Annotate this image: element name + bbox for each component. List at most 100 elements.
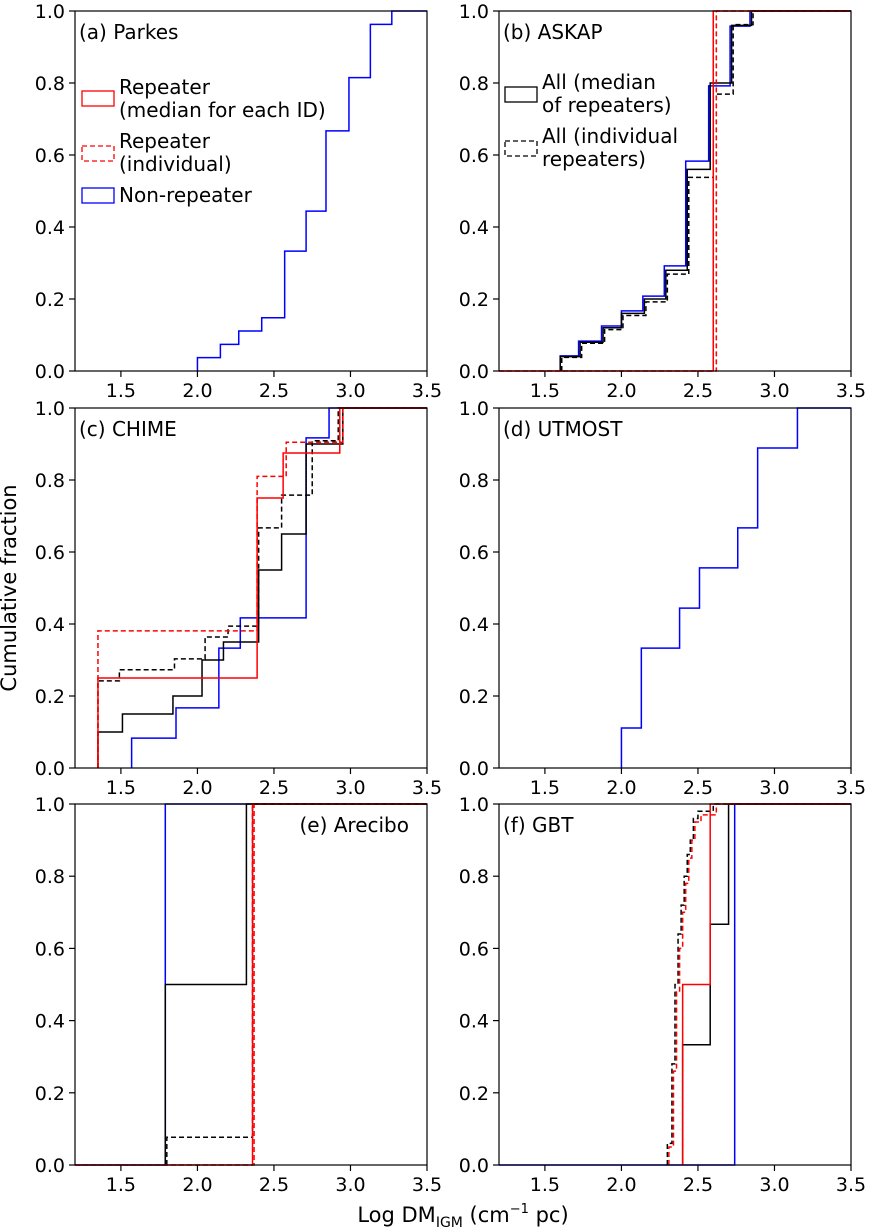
axes-frame-b (498, 10, 852, 372)
x-axis-label: Log DMIGM (cm−1 pc) (357, 1202, 568, 1231)
x-tick-label: 2.0 (182, 1174, 212, 1196)
legend-swatch-non-repeater (81, 187, 115, 204)
x-tick-label: 3.5 (836, 1174, 866, 1196)
series-line-e-0 (75, 803, 427, 1166)
series-group-e (75, 803, 427, 1166)
series-line-b-0 (559, 10, 851, 371)
x-tick-label: 2.5 (259, 777, 289, 799)
legend-label-repeater-median-line1: Repeater (119, 75, 211, 99)
x-tick-label: 2.5 (683, 1174, 713, 1196)
series-group-b (499, 10, 851, 372)
panel-title-d: (d) UTMOST (503, 417, 623, 441)
y-tick-label: 0.2 (459, 686, 489, 708)
y-tick-label: 0.4 (459, 217, 489, 239)
y-tick-label: 1.0 (459, 794, 489, 816)
y-tick-label: 0.8 (35, 470, 65, 492)
series-line-c-4 (97, 407, 427, 768)
series-line-a-0 (196, 10, 427, 371)
x-tick-label: 2.5 (683, 380, 713, 402)
y-tick-label: 0.6 (459, 938, 489, 960)
panel-title-f: (f) GBT (503, 813, 574, 837)
series-line-c-0 (130, 407, 427, 768)
y-tick-label: 0.6 (35, 938, 65, 960)
legend-swatch-all-individual (504, 140, 538, 157)
x-tick-label: 3.5 (412, 380, 442, 402)
panel-c: 1.5 2.0 2.5 3.0 3.5 0.0 0.2 0.4 0.6 0.8 1.0 (c) CHI… (35, 398, 442, 799)
series-line-b-1 (559, 10, 851, 371)
x-tick-label: 1.5 (106, 380, 136, 402)
axes-frame-e (74, 803, 428, 1166)
x-tick-label: 1.5 (106, 777, 136, 799)
y-tick-label: 0.8 (35, 866, 65, 888)
panel-title-a: (a) Parkes (79, 20, 178, 44)
series-line-f-4 (668, 803, 851, 1165)
series-line-e-4 (75, 803, 427, 1166)
x-tick-label: 1.5 (530, 380, 560, 402)
y-tick-label: 0.2 (35, 289, 65, 311)
y-tick-label: 0.0 (35, 361, 65, 383)
series-line-c-2 (97, 407, 427, 768)
axes-frame-c (74, 407, 428, 769)
x-tick-label: 2.0 (606, 380, 636, 402)
x-tick-label: 3.5 (836, 777, 866, 799)
y-tick-label: 0.2 (35, 686, 65, 708)
legend-label-all-median-line1: All (median (542, 70, 656, 94)
series-line-b-3 (499, 10, 851, 372)
legend-a: Repeater (median for each ID) Repeater (… (81, 75, 326, 207)
x-tick-label: 2.0 (182, 777, 212, 799)
x-tick-label: 1.5 (106, 1174, 136, 1196)
panel-title-e: (e) Arecibo (299, 813, 409, 837)
y-tick-label: 0.0 (459, 758, 489, 780)
legend-label-repeater-median-line2: (median for each ID) (119, 98, 326, 122)
series-line-c-3 (97, 407, 427, 768)
series-line-b-4 (499, 10, 851, 372)
legend-swatch-repeater-median (81, 90, 115, 107)
y-tick-label: 0.8 (459, 866, 489, 888)
x-tick-label: 3.0 (759, 1174, 789, 1196)
legend-swatch-all-median (504, 86, 538, 103)
series-line-e-3 (75, 803, 427, 1166)
x-tick-label: 3.0 (759, 777, 789, 799)
x-tick-label: 2.0 (606, 1174, 636, 1196)
legend-label-all-individual-line1: All (individual (542, 124, 678, 148)
y-tick-label: 0.6 (459, 145, 489, 167)
legend-label-repeater-individual-line2: (individual) (119, 152, 232, 176)
legend-label-all-individual-line2: repeaters) (542, 147, 646, 171)
y-tick-label: 0.4 (459, 1011, 489, 1033)
y-tick-label: 0.6 (35, 542, 65, 564)
x-tick-label: 2.0 (182, 380, 212, 402)
legend-label-all-median-line2: of repeaters) (542, 93, 672, 117)
series-line-f-3 (681, 803, 851, 1165)
y-tick-label: 0.4 (459, 614, 489, 636)
series-group-a (196, 10, 427, 371)
y-tick-label: 0.6 (35, 145, 65, 167)
y-tick-label: 0.6 (459, 542, 489, 564)
y-tick-label: 0.2 (459, 1083, 489, 1105)
legend-swatch-repeater-individual (81, 145, 115, 162)
x-tick-label: 3.0 (335, 777, 365, 799)
y-tick-label: 0.4 (35, 217, 65, 239)
y-tick-label: 0.0 (35, 1155, 65, 1177)
series-line-f-2 (666, 803, 851, 1165)
y-tick-label: 0.2 (35, 1083, 65, 1105)
series-group-c (97, 407, 427, 768)
y-tick-label: 0.4 (35, 614, 65, 636)
y-axis-label: Cumulative fraction (0, 484, 21, 691)
panel-title-c: (c) CHIME (79, 417, 177, 441)
panel-b: 1.5 2.0 2.5 3.0 3.5 0.0 0.2 0.4 0.6 0.8 1.0 (b) ASK… (459, 1, 866, 402)
axes-frame-a (74, 10, 428, 372)
series-line-e-1 (164, 803, 427, 1165)
legend-b: All (median of repeaters) All (individua… (504, 70, 678, 171)
x-tick-label: 3.0 (335, 1174, 365, 1196)
x-tick-label: 2.5 (259, 1174, 289, 1196)
series-line-b-2 (560, 10, 851, 371)
panel-f: 1.5 2.0 2.5 3.0 3.5 0.0 0.2 0.4 0.6 0.8 1.0 (f) GBT (459, 794, 866, 1196)
x-tick-label: 3.5 (836, 380, 866, 402)
series-group-d (620, 407, 851, 768)
y-tick-label: 1.0 (35, 398, 65, 420)
y-tick-label: 0.0 (459, 361, 489, 383)
series-line-c-1 (97, 407, 427, 768)
x-tick-label: 2.0 (606, 777, 636, 799)
y-tick-label: 0.2 (459, 289, 489, 311)
axes-frame-f (498, 803, 852, 1166)
